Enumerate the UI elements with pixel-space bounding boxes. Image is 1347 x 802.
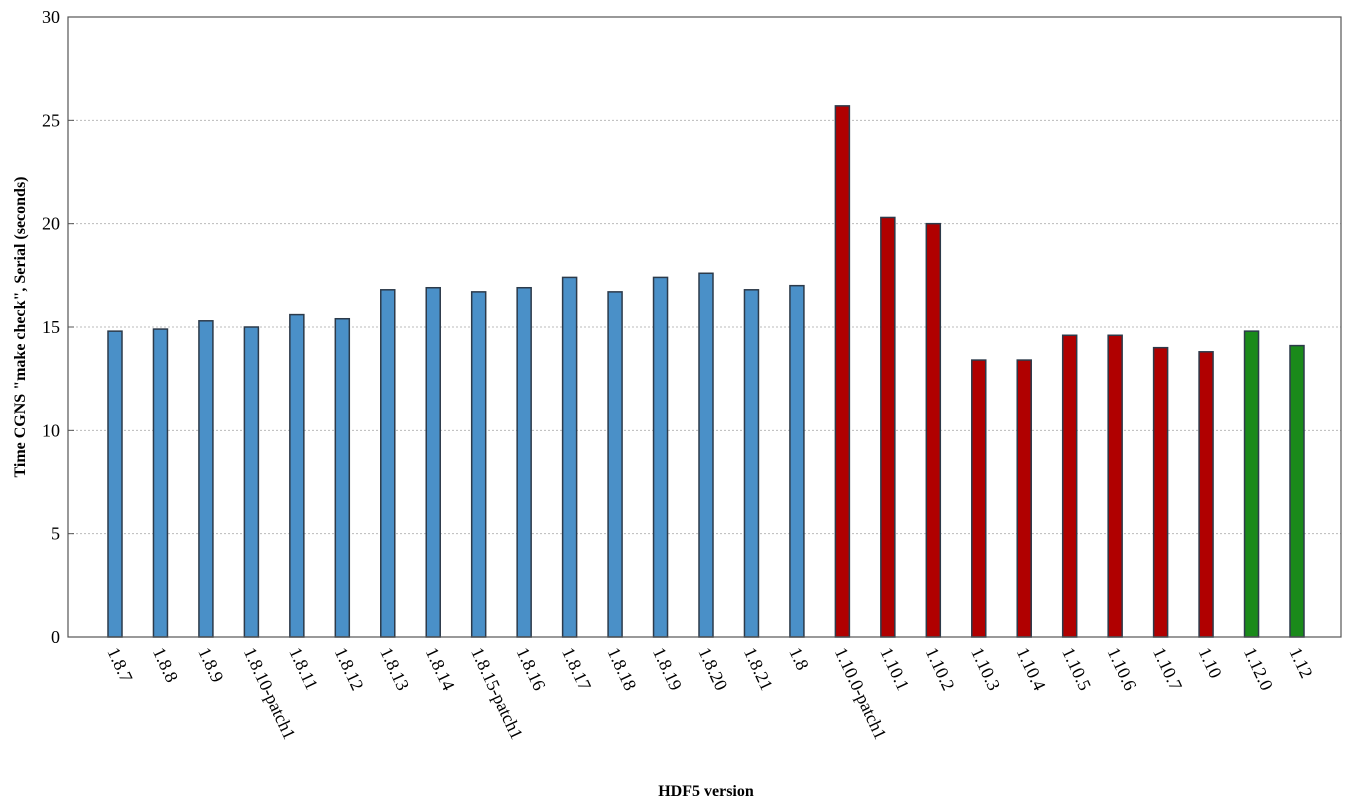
x-tick-label: 1.8.7 (103, 644, 136, 685)
bar (1152, 346, 1169, 638)
bar (380, 289, 396, 638)
x-tick-label: 1.8.18 (603, 644, 640, 693)
x-tick-label: 1.8.14 (422, 644, 459, 693)
bar (289, 313, 305, 638)
bar (152, 328, 169, 638)
x-tick-label: 1.8 (785, 644, 813, 673)
x-tick-label: 1.8.13 (376, 644, 413, 693)
bar (1016, 359, 1032, 638)
y-tick-label: 0 (51, 627, 60, 647)
bar (652, 276, 669, 638)
y-tick-label: 30 (42, 7, 60, 27)
bar (743, 289, 760, 638)
y-axis-ticks: 0 5 10 15 20 25 30 (42, 7, 74, 647)
bar (198, 320, 214, 638)
bar (561, 276, 578, 638)
x-tick-label: 1.10.1 (876, 644, 913, 693)
x-tick-label: 1.10.7 (1149, 644, 1186, 693)
x-axis-title: HDF5 version (658, 783, 754, 800)
bar (880, 216, 896, 638)
x-tick-label: 1.12 (1285, 644, 1316, 681)
y-tick-label: 5 (51, 524, 60, 544)
x-tick-label: 1.12.0 (1240, 644, 1277, 693)
x-tick-label: 1.8.16 (513, 644, 550, 693)
bar (1107, 334, 1123, 638)
x-tick-label: 1.8.20 (694, 644, 731, 693)
x-tick-label: 1.10.5 (1058, 644, 1095, 693)
bar (1061, 334, 1078, 638)
bars (107, 105, 1305, 638)
x-tick-label: 1.8.8 (149, 644, 182, 685)
bar (1289, 344, 1305, 638)
x-tick-label: 1.10.4 (1013, 644, 1050, 693)
y-tick-label: 25 (42, 110, 60, 130)
x-tick-label: 1.10 (1194, 644, 1225, 681)
bar (834, 105, 851, 638)
bar (698, 272, 714, 638)
x-tick-label: 1.8.9 (194, 644, 227, 685)
x-tick-label: 1.8.11 (285, 644, 322, 693)
bar (1198, 351, 1214, 638)
bar (516, 286, 532, 638)
bar (470, 291, 487, 638)
y-axis-title: Time CGNS "make check", Serial (seconds) (12, 176, 29, 477)
x-tick-label: 1.10.3 (967, 644, 1004, 693)
x-tick-label: 1.10.2 (922, 644, 959, 693)
bar (607, 291, 623, 638)
bar (1243, 330, 1260, 638)
x-tick-label: 1.8.17 (558, 644, 595, 693)
bar (334, 317, 351, 638)
x-tick-label: 1.8.21 (740, 644, 777, 693)
bar (425, 286, 441, 638)
y-tick-label: 15 (42, 317, 60, 337)
bar (925, 222, 942, 638)
bar (243, 326, 260, 638)
bar (971, 359, 987, 638)
x-tick-label: 1.8.12 (331, 644, 368, 693)
y-tick-label: 10 (42, 420, 60, 440)
bar (789, 284, 805, 638)
bar (107, 330, 123, 638)
x-tick-label: 1.10.6 (1104, 644, 1141, 693)
y-tick-label: 20 (42, 214, 60, 234)
x-tick-label: 1.8.19 (649, 644, 686, 693)
